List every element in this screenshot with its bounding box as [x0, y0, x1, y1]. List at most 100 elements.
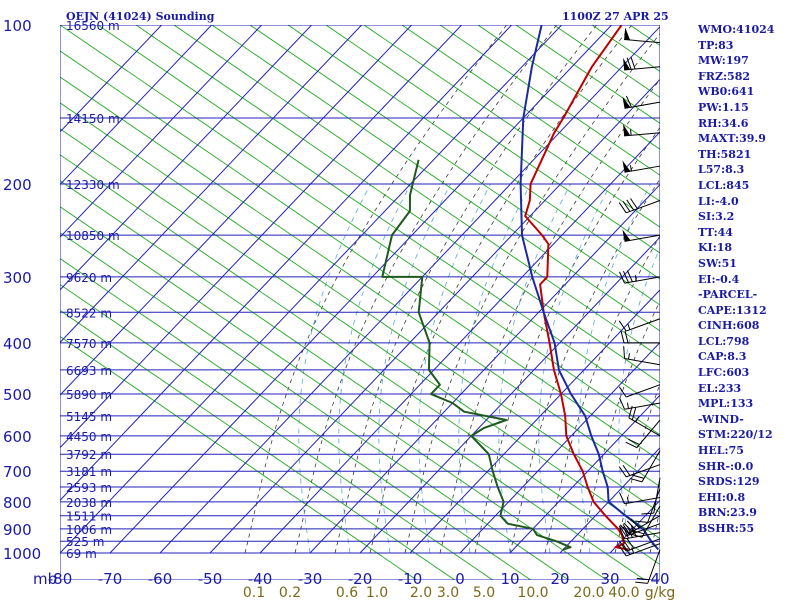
dry-adiabat-line — [60, 206, 608, 580]
wind-barb-flag — [620, 330, 625, 344]
moist-adiabat-line — [618, 246, 660, 554]
temperature-tick-label: 10 — [500, 570, 519, 588]
wind-barb-pennant — [624, 27, 631, 41]
stability-index-item: BSHR:55 — [698, 522, 755, 535]
wind-barb-staff — [653, 477, 661, 514]
stability-index-item: -PARCEL- — [698, 288, 758, 302]
isotherm-line — [409, 289, 660, 554]
dry-adiabat-line — [60, 283, 494, 580]
stability-indices-panel: WMO:41024 TP:83 MW:197 FRZ:582 WB0:641 PW:1.1… — [698, 22, 798, 537]
stability-index-item: LCL:798 — [698, 334, 750, 348]
moist-adiabat-line — [458, 183, 531, 554]
wind-barb-staff — [647, 549, 661, 584]
wind-barb — [622, 160, 661, 173]
isotherm-line — [509, 394, 660, 554]
mixing-ratio-label: 5.0 — [473, 585, 495, 600]
stability-index-item: L57:8.3 — [698, 163, 745, 177]
wind-barb-flag — [618, 540, 627, 552]
temperature-tick-label: -10 — [398, 570, 423, 588]
moist-adiabat-line — [338, 183, 411, 554]
pressure-tick-label: 400 — [3, 335, 32, 353]
height-label: 3792 m — [66, 448, 112, 462]
wind-barb-flag — [622, 270, 629, 283]
stability-index-item: BRN:23.9 — [698, 506, 757, 520]
wind-barb-flag — [625, 95, 632, 108]
height-label: 2038 m — [66, 496, 112, 510]
stability-index-item: LI:-4.0 — [698, 194, 739, 208]
wind-barb-staff — [626, 200, 661, 214]
stability-index-item: SI:3.2 — [698, 210, 735, 224]
dewpoint-trace — [381, 159, 572, 551]
wind-barb-flag — [623, 522, 633, 533]
dry-adiabat-line — [60, 232, 570, 580]
stability-index-item: STM:220/12 — [698, 428, 773, 442]
isotherm-line — [109, 25, 612, 554]
wind-barb-flag — [626, 270, 633, 282]
wind-barb-staff — [624, 165, 661, 173]
stability-index-item: MAXT:39.9 — [698, 132, 766, 146]
height-label: 525 m — [66, 535, 104, 549]
wind-barb — [620, 330, 660, 344]
wind-barb-flag — [622, 464, 631, 476]
wind-barb-half-flag — [630, 129, 632, 136]
stability-index-item: MW:197 — [698, 54, 749, 68]
pressure-tick-label: 500 — [3, 386, 32, 404]
wind-barb-pennant — [623, 57, 631, 70]
wind-barb-flag — [630, 198, 638, 210]
wind-barb-staff — [626, 538, 661, 552]
wind-barb — [619, 492, 661, 505]
stability-index-item: EHI:0.8 — [698, 490, 746, 504]
temperature-tick-label: 0 — [455, 570, 465, 588]
wind-barb-flag — [618, 545, 627, 557]
dry-adiabat-line — [60, 128, 660, 540]
wind-barb-flag — [619, 524, 630, 535]
wind-barb-flag — [622, 524, 631, 535]
moist-adiabat-line — [378, 183, 451, 554]
stability-index-item: SW:51 — [698, 256, 737, 270]
stability-index-item: TT:44 — [698, 225, 733, 239]
dry-adiabat-line — [60, 76, 660, 488]
isotherm-line — [60, 25, 212, 186]
wind-barb — [618, 198, 661, 214]
wind-barb-flag — [619, 527, 626, 540]
pressure-tick-label: 1000 — [3, 545, 41, 563]
dry-adiabat-line — [60, 180, 646, 580]
isotherm-line — [60, 25, 262, 238]
wind-barb-flag — [625, 441, 638, 449]
wind-barb-flag — [618, 386, 627, 398]
wind-barb-flag — [622, 539, 631, 551]
pressure-tick-label: 700 — [3, 463, 32, 481]
dry-adiabat-line — [60, 258, 532, 580]
temperature-tick-label: 30 — [600, 570, 619, 588]
wind-barb-staff — [641, 505, 661, 538]
temperature-unit-label: mb — [33, 570, 57, 588]
temperature-tick-label: 40 — [650, 570, 669, 588]
wind-barb-staff — [624, 532, 661, 540]
mixing-ratio-line — [334, 25, 597, 554]
isotherm-line — [60, 25, 562, 554]
mixing-ratio-label: g/kg — [645, 585, 676, 600]
wind-barb-flag — [619, 492, 626, 504]
wind-barb-flag — [631, 407, 637, 421]
temperature-tick-label: -30 — [298, 570, 323, 588]
wind-barb — [625, 419, 661, 449]
stability-index-item: CAP:8.3 — [698, 350, 747, 364]
wind-barb — [623, 346, 661, 366]
height-label: 6693 m — [66, 364, 112, 378]
stability-index-item: -WIND- — [698, 412, 744, 426]
wind-barb-pennant — [622, 96, 631, 109]
isotherm-line — [209, 78, 660, 554]
wind-barb — [619, 397, 661, 410]
height-label: 9620 m — [66, 271, 112, 285]
stability-index-item: EL:233 — [698, 381, 742, 395]
isotherm-line — [60, 25, 312, 291]
height-label: 2593 m — [66, 481, 112, 495]
pressure-tick-label: 900 — [3, 521, 32, 539]
wind-barb-staff — [626, 464, 661, 478]
wind-barb-staff — [624, 101, 661, 109]
dry-adiabat-line — [60, 25, 660, 436]
wind-barb-staff — [624, 496, 661, 505]
pressure-tick-label: 800 — [3, 494, 32, 512]
wind-barb-flag — [636, 577, 650, 581]
wind-barb-staff — [647, 488, 661, 523]
